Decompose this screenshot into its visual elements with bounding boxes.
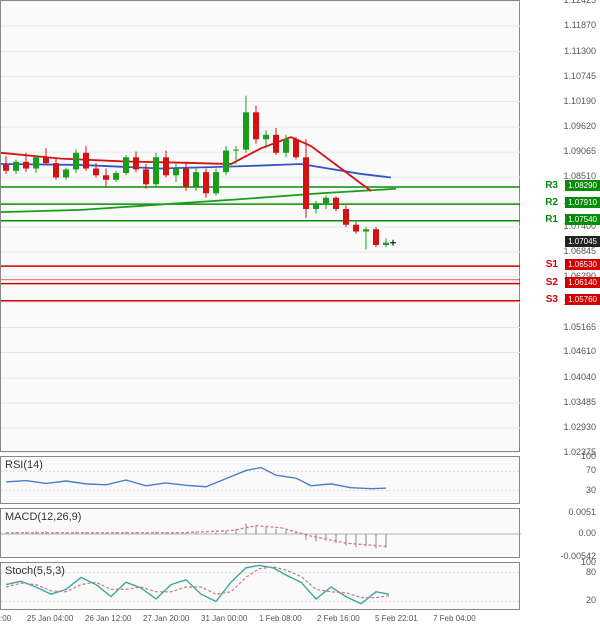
y-tick: 1.05165 <box>563 322 596 332</box>
x-tick: 1 Feb 08:00 <box>259 614 302 623</box>
x-tick: 25 Jan 04:00 <box>27 614 73 623</box>
y-axis-stoch: 2080100 <box>520 562 600 610</box>
level-price-box: 1.07540 <box>565 214 600 225</box>
x-tick: an 20:00 <box>0 614 11 623</box>
x-tick: 26 Jan 12:00 <box>85 614 131 623</box>
macd-label: MACD(12,26,9) <box>5 511 81 523</box>
x-tick: 5 Feb 22:01 <box>375 614 418 623</box>
y-tick: 1.10745 <box>563 71 596 81</box>
x-tick: 2 Feb 16:00 <box>317 614 360 623</box>
level-price-box: 1.07910 <box>565 197 600 208</box>
y-tick: 1.04610 <box>563 346 596 356</box>
level-label: R1 <box>545 214 558 225</box>
macd-panel[interactable]: MACD(12,26,9) <box>0 508 520 558</box>
y-tick: 1.03485 <box>563 397 596 407</box>
rsi-svg <box>1 457 521 505</box>
stoch-label: Stoch(5,5,3) <box>5 565 65 577</box>
level-label: R2 <box>545 197 558 208</box>
level-price-box: 1.06530 <box>565 259 600 270</box>
y-tick: 30 <box>586 485 596 495</box>
y-tick: 100 <box>581 451 596 461</box>
y-tick: 1.02930 <box>563 422 596 432</box>
y-tick: 1.09620 <box>563 121 596 131</box>
y-tick: 70 <box>586 465 596 475</box>
stoch-svg <box>1 563 521 611</box>
y-tick: 1.09065 <box>563 146 596 156</box>
level-label: S2 <box>546 277 558 288</box>
y-tick: 1.04040 <box>563 372 596 382</box>
current-price-box: 1.07045 <box>565 236 600 247</box>
y-tick: 1.11870 <box>564 20 596 30</box>
rsi-panel[interactable]: RSI(14) <box>0 456 520 504</box>
y-axis-macd: -0.005420.000.0051 <box>520 508 600 558</box>
main-chart-svg <box>1 1 521 453</box>
y-tick: 0.0051 <box>568 507 596 517</box>
level-price-box: 1.05760 <box>565 294 600 305</box>
y-tick: 1.06845 <box>563 246 596 256</box>
y-tick: 80 <box>586 567 596 577</box>
y-tick: 1.11300 <box>564 46 596 56</box>
stoch-panel[interactable]: Stoch(5,5,3) <box>0 562 520 610</box>
y-tick: 0.00 <box>578 528 596 538</box>
y-axis-main: 1.023751.029301.034851.040401.046101.051… <box>520 0 600 452</box>
y-tick: 1.10190 <box>563 96 596 106</box>
x-tick: 27 Jan 20:00 <box>143 614 189 623</box>
main-price-panel[interactable] <box>0 0 520 452</box>
level-label: R3 <box>545 180 558 191</box>
y-tick: 100 <box>581 557 596 567</box>
level-label: S1 <box>546 259 558 270</box>
y-axis-rsi: 3070100 <box>520 456 600 504</box>
level-price-box: 1.06140 <box>565 277 600 288</box>
x-tick: 7 Feb 04:00 <box>433 614 476 623</box>
level-label: S3 <box>546 294 558 305</box>
chart-container: 1.023751.029301.034851.040401.046101.051… <box>0 0 600 632</box>
y-tick: 1.12425 <box>563 0 596 5</box>
x-tick: 31 Jan 00:00 <box>201 614 247 623</box>
level-price-box: 1.08290 <box>565 180 600 191</box>
y-tick: 20 <box>586 595 596 605</box>
rsi-label: RSI(14) <box>5 459 43 471</box>
x-axis: an 20:00 25 Jan 04:00 26 Jan 12:00 27 Jan 2… <box>0 611 520 632</box>
